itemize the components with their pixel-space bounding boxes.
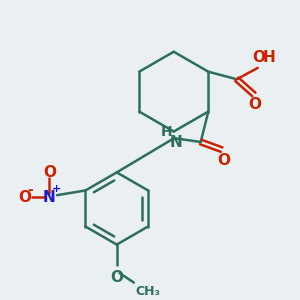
- Text: N: N: [169, 135, 182, 150]
- Text: O: O: [248, 97, 261, 112]
- Text: N: N: [43, 190, 56, 205]
- Text: O: O: [217, 153, 230, 168]
- Text: O: O: [18, 190, 31, 205]
- Text: O: O: [252, 50, 265, 65]
- Text: -: -: [28, 183, 33, 197]
- Text: H: H: [161, 125, 172, 140]
- Text: +: +: [51, 184, 61, 194]
- Text: O: O: [43, 165, 56, 180]
- Text: H: H: [263, 50, 275, 65]
- Text: CH₃: CH₃: [136, 285, 161, 298]
- Text: O: O: [110, 270, 123, 285]
